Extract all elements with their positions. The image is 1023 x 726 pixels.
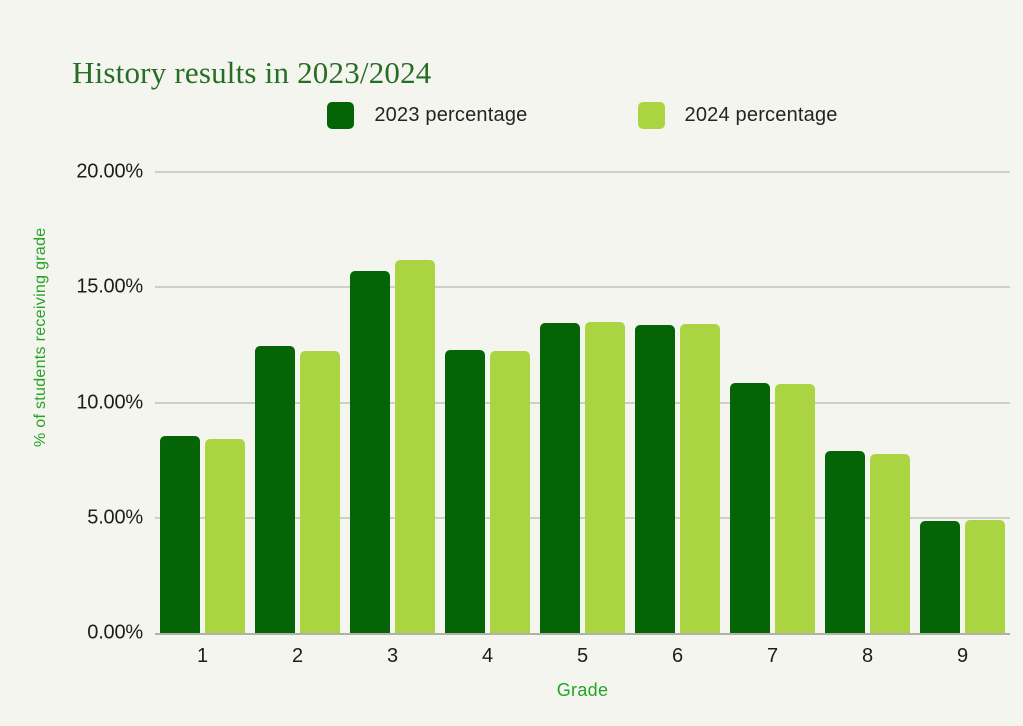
x-tick-label-9: 9 (956, 645, 969, 667)
bar-2023-grade-5 (540, 322, 580, 633)
bar-2024-grade-8 (870, 454, 910, 633)
bar-group-grade-9 (915, 172, 1010, 633)
x-axis-title: Grade (556, 680, 609, 700)
bar-2024-grade-2 (300, 350, 340, 633)
bar-group-grade-7 (725, 172, 820, 633)
chart-title: History results in 2023/2024 (72, 54, 432, 90)
bar-2024-grade-1 (205, 439, 245, 633)
x-tick-label-5: 5 (576, 645, 589, 667)
x-tick-label-8: 8 (861, 645, 874, 667)
x-axis-labels: 1 2 3 4 5 6 7 8 9 (155, 645, 1010, 668)
y-axis-title: % of students receiving grade (32, 227, 49, 447)
x-tick-label-6: 6 (671, 645, 684, 667)
bar-group-grade-8 (820, 172, 915, 633)
bar-2023-grade-8 (825, 450, 865, 633)
y-tick-label-0: 0.00% (87, 621, 143, 644)
bar-group-grade-1 (155, 172, 250, 633)
plot-area: 0.00% 5.00% 10.00% 15.00% 20.00% 1 2 3 4 5 6 7 8 9 (76, 161, 1010, 667)
y-tick-label-20: 20.00% (76, 160, 143, 183)
bar-group-grade-4 (440, 172, 535, 633)
y-tick-label-15: 15.00% (76, 275, 143, 298)
bar-group-grade-6 (630, 172, 725, 633)
bar-2023-grade-9 (920, 521, 960, 633)
x-tick-label-1: 1 (196, 645, 209, 667)
x-tick-label-3: 3 (386, 645, 399, 667)
bar-2023-grade-7 (730, 382, 770, 633)
bar-2023-grade-6 (635, 325, 675, 633)
legend-swatch-2024 (637, 102, 665, 129)
legend-label-2023: 2023 percentage (374, 104, 528, 126)
bar-2023-grade-4 (445, 349, 485, 633)
legend: 2023 percentage 2024 percentage (155, 102, 1010, 129)
bars-area (155, 172, 1010, 633)
gridline-15 (155, 286, 1010, 289)
x-tick-label-2: 2 (291, 645, 304, 667)
y-tick-label-10: 10.00% (76, 391, 143, 413)
legend-item-2024: 2024 percentage (637, 102, 838, 129)
legend-label-2024: 2024 percentage (684, 104, 838, 126)
bar-2024-grade-7 (775, 384, 815, 633)
bar-2024-grade-5 (585, 321, 625, 633)
y-tick-label-5: 5.00% (87, 506, 143, 529)
bar-group-grade-2 (250, 172, 345, 633)
bar-group-grade-5 (535, 172, 630, 633)
x-tick-label-4: 4 (481, 645, 494, 667)
bar-2024-grade-9 (965, 520, 1005, 633)
bar-2024-grade-6 (680, 324, 720, 633)
legend-item-2023: 2023 percentage (327, 102, 527, 129)
x-tick-label-7: 7 (766, 645, 779, 667)
legend-swatch-2023 (327, 102, 355, 129)
bar-2024-grade-3 (395, 259, 435, 633)
bar-2023-grade-1 (160, 435, 200, 633)
gridline-10 (155, 401, 1010, 404)
bar-2023-grade-2 (255, 346, 295, 633)
bar-group-grade-3 (345, 172, 440, 633)
bar-2023-grade-3 (350, 271, 390, 633)
gridline-5 (155, 516, 1010, 519)
bar-2024-grade-4 (490, 350, 530, 633)
gridline-20 (155, 171, 1010, 173)
